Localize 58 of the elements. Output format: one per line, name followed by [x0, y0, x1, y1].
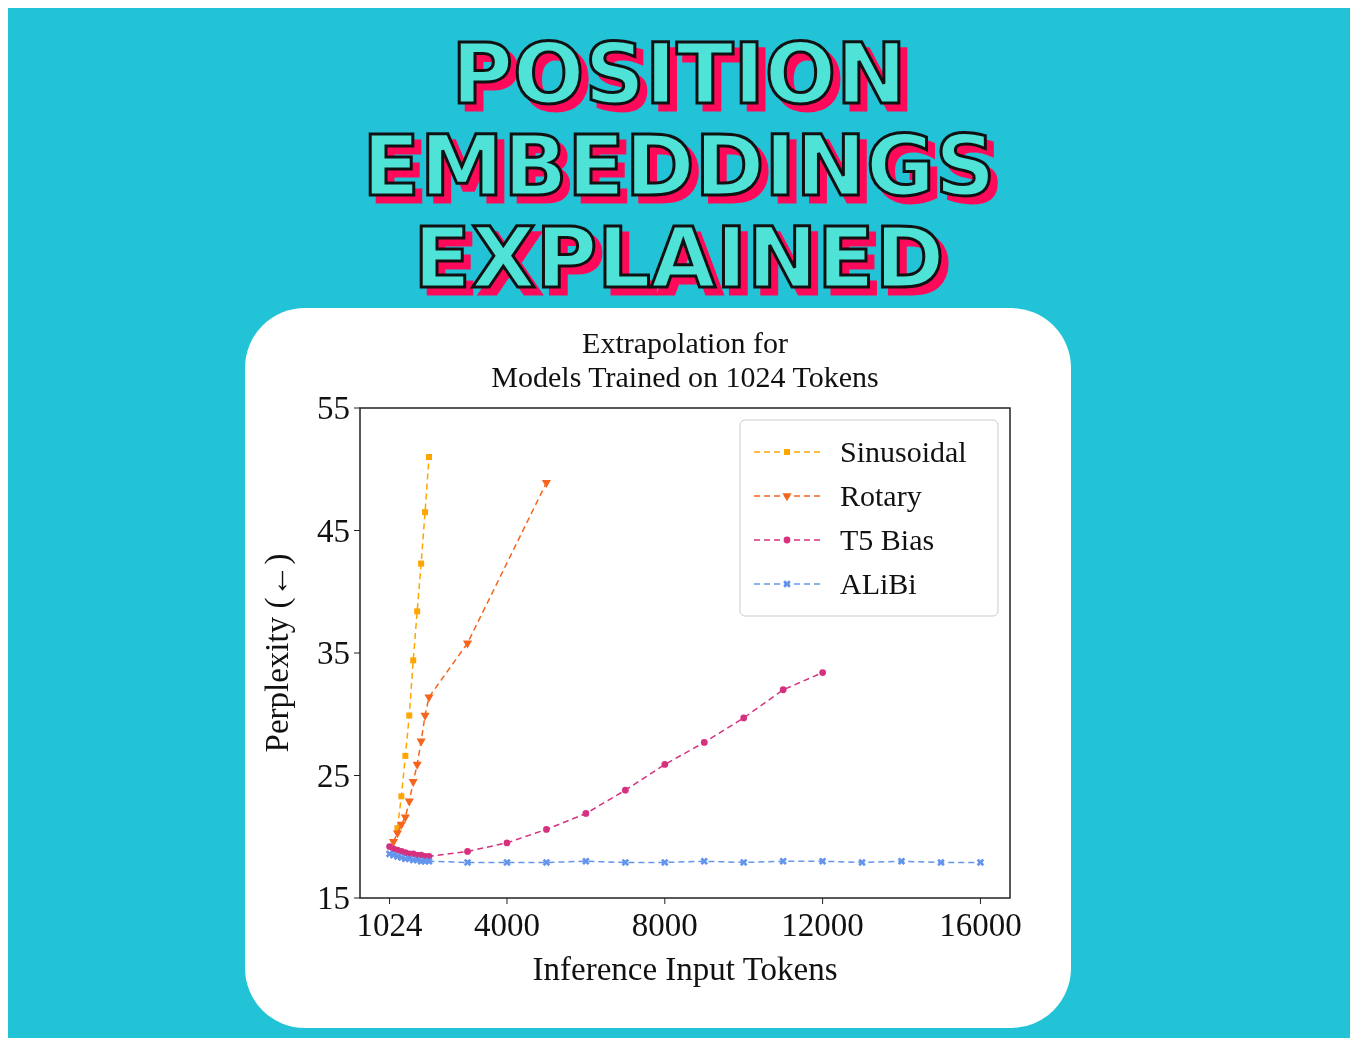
point	[406, 712, 413, 719]
point	[700, 739, 708, 746]
y-tick-label: 55	[317, 390, 350, 426]
point	[700, 857, 709, 866]
point	[503, 839, 511, 847]
y-axis-title: Perplexity (←)	[259, 553, 296, 753]
point	[541, 480, 551, 488]
chart-title: POSITION EMBEDDINGS EXPLAINED	[362, 25, 996, 307]
point	[503, 858, 511, 867]
point	[621, 858, 630, 867]
point	[424, 694, 434, 703]
x-tick-label: 4000	[473, 907, 540, 943]
point	[414, 608, 421, 615]
x-tick-label: 8000	[631, 907, 698, 943]
point	[422, 509, 429, 516]
point	[410, 657, 417, 664]
x-tick-label: 16000	[939, 907, 1022, 943]
point	[739, 858, 748, 867]
legend-label: Rotary	[840, 479, 922, 512]
point	[408, 778, 418, 787]
point	[858, 858, 866, 867]
point	[464, 848, 471, 855]
x-axis-title: Inference Input Tokens	[532, 951, 838, 987]
point	[388, 839, 399, 847]
point	[412, 761, 422, 770]
point	[425, 857, 433, 866]
point	[779, 857, 787, 866]
y-tick-label: 45	[317, 512, 350, 549]
legend-label: Sinusoidal	[840, 435, 967, 468]
point	[582, 857, 590, 866]
x-tick-label: 12000	[781, 907, 864, 943]
chart-subtitle: Extrapolation for Models Trained on 1024 Tokens	[491, 326, 879, 393]
point	[396, 821, 406, 830]
y-tick-label: 25	[317, 757, 350, 794]
point	[462, 640, 473, 649]
point	[661, 761, 669, 768]
point	[582, 810, 590, 817]
point	[621, 786, 629, 794]
point	[818, 857, 827, 866]
point	[740, 714, 748, 722]
point	[392, 830, 402, 839]
legend-label: ALiBi	[840, 567, 917, 600]
point	[420, 712, 430, 721]
y-tick-label: 35	[317, 635, 350, 671]
legend-label: T5 Bias	[840, 523, 935, 556]
point	[402, 752, 409, 759]
point	[897, 857, 906, 866]
point	[819, 669, 827, 676]
y-tick-label: 15	[317, 880, 350, 916]
point	[661, 858, 669, 867]
point	[542, 858, 551, 867]
point	[937, 858, 945, 867]
point	[418, 560, 425, 567]
point	[398, 793, 405, 800]
point	[543, 826, 550, 833]
point	[779, 686, 787, 694]
point	[426, 454, 433, 460]
x-tick-label: 1024	[356, 907, 423, 943]
